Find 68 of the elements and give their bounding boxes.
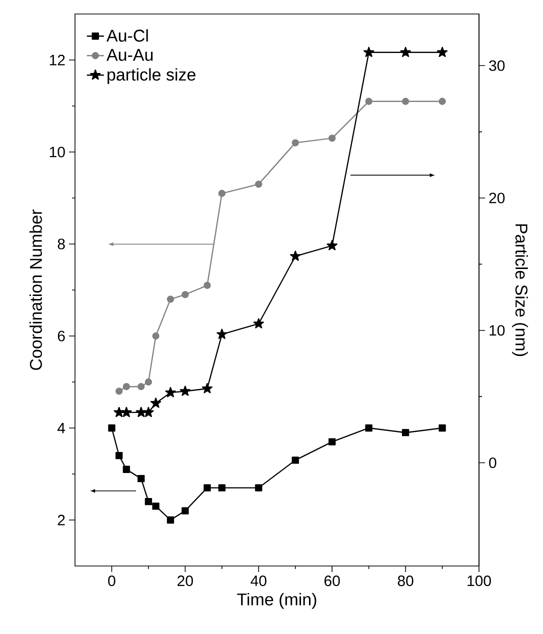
point [402,429,410,436]
point [182,507,189,514]
point [136,406,146,418]
point [166,516,174,524]
point [115,388,123,395]
y-tick-label: 6 [58,330,65,342]
legend-label: Au-Au [106,49,153,61]
point [115,452,123,460]
y-tick-label: 8 [58,238,65,250]
point [122,383,130,390]
x-tick-label: 80 [398,576,414,586]
y2-tick-label: 20 [489,192,505,204]
legend-label: particle size [108,68,196,84]
point [328,438,336,446]
point [438,98,446,105]
point [402,98,410,105]
point [182,291,189,298]
point [400,46,411,58]
point [152,502,160,510]
point [255,484,262,492]
point [114,406,124,418]
point [365,424,372,432]
y-tick-label: 2 [58,514,65,526]
point [328,134,336,142]
point [202,383,213,394]
point [436,46,448,58]
x-axis-title: Time (min) [237,592,316,609]
point [144,378,152,386]
point [166,296,174,303]
y-tick-label: 10 [50,146,65,158]
point [363,46,374,58]
point [218,484,226,492]
point [150,398,162,408]
point [144,498,152,506]
point [204,282,211,289]
x-tick-label: 100 [468,576,491,586]
point [365,98,372,105]
point [138,383,145,390]
point [204,484,211,492]
point [290,250,301,261]
y2-tick-label: 30 [489,60,505,71]
x-tick-label: 60 [324,576,340,586]
point [121,406,132,418]
point [152,332,160,340]
y-tick-label: 12 [50,54,65,66]
point [218,190,226,197]
point [108,424,116,432]
point [438,424,446,432]
x-tick-label: 40 [250,576,266,586]
x-tick-label: 20 [178,576,193,586]
point [165,387,176,398]
point [292,139,299,146]
x-tick-label: 0 [108,576,116,586]
point [180,386,191,396]
y-tick-label: 4 [57,422,66,434]
point [326,240,338,250]
y2-tick-label: 10 [490,325,505,336]
y2-axis-title: Particle Size (nm) [512,224,528,356]
y-axis-title: Coordination Number [29,210,42,370]
point [138,475,145,482]
legend-label: Au-Cl [106,29,148,42]
point [253,318,264,328]
point [122,466,130,473]
point [292,456,299,464]
point [143,406,154,418]
point [216,328,228,339]
y2-tick-label: 0 [489,457,496,468]
point [255,180,262,188]
